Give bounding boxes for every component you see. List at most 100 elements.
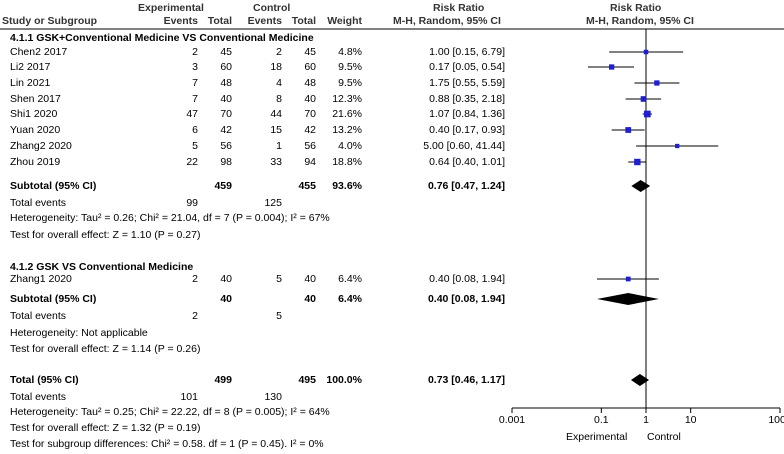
study-weight: 18.8% (332, 156, 362, 168)
study-events1: 3 (192, 61, 198, 73)
events2-column-header: Events (247, 15, 282, 27)
study-events2: 1 (276, 140, 282, 152)
study-total1: 56 (220, 140, 232, 152)
overall-weight: 100.0% (326, 374, 362, 386)
study-point-square (643, 110, 651, 118)
favours-control-label: Control (647, 431, 681, 443)
study-point-square (640, 96, 647, 102)
study-point-square (625, 276, 631, 282)
study-name: Yuan 2020 (10, 124, 61, 136)
study-total2: 70 (304, 108, 316, 120)
study-events1: 2 (192, 46, 198, 58)
study-column-header: Study or Subgroup (2, 15, 98, 27)
study-ci: 1.75 [0.55, 5.59] (429, 77, 505, 89)
study-point-square (643, 49, 649, 55)
subgroup-differences: Test for subgroup differences: Chi² = 0.… (10, 438, 324, 450)
study-point-square (625, 127, 632, 133)
overall-label: Total (95% CI) (10, 374, 79, 386)
study-total2: 60 (304, 61, 316, 73)
study-point-square (608, 64, 615, 70)
subgroup1-title: 4.1.1 GSK+Conventional Medicine VS Conve… (10, 32, 314, 44)
subgroup2-events1: 2 (192, 310, 198, 322)
study-ci: 0.64 [0.40, 1.01] (429, 156, 505, 168)
overall-effect: Test for overall effect: Z = 1.32 (P = 0… (10, 422, 201, 434)
overall-total1: 499 (214, 374, 232, 386)
subgroup2-title: 4.1.2 GSK VS Conventional Medicine (10, 261, 194, 273)
study-total2: 94 (304, 156, 316, 168)
study-events1: 22 (186, 156, 198, 168)
subgroup1-subtotal-total2: 455 (298, 180, 316, 192)
risk-ratio-header: Risk Ratio (433, 2, 485, 14)
study-total1: 60 (220, 61, 232, 73)
overall-diamond (630, 374, 650, 386)
study-name: Chen2 2017 (10, 46, 68, 58)
study-ci: 0.88 [0.35, 2.18] (429, 93, 505, 105)
study-events2: 44 (270, 108, 282, 120)
subgroup1-subtotal-weight: 93.6% (332, 180, 362, 192)
study-events1: 6 (192, 124, 198, 136)
overall-total-events-label: Total events (10, 391, 67, 403)
study-total2: 56 (304, 140, 316, 152)
study-point-square (634, 158, 641, 166)
x-tick-label: 0.001 (498, 414, 526, 426)
subtotal-diamond (631, 180, 651, 192)
subgroup1-heterogeneity: Heterogeneity: Tau² = 0.26; Chi² = 21.04… (10, 212, 330, 224)
study-weight: 9.5% (338, 77, 362, 89)
method-column-header: M-H, Random, 95% CI (393, 15, 501, 27)
subgroup2-total-events-label: Total events (10, 310, 67, 322)
subgroup2-events2: 5 (276, 310, 282, 322)
study-events2: 8 (276, 93, 282, 105)
study-events1: 7 (192, 93, 198, 105)
x-tick-label: 1000 (768, 414, 784, 426)
study-weight: 9.5% (338, 61, 362, 73)
x-tick-label: 10 (684, 414, 697, 426)
subgroup1-subtotal-total1: 459 (214, 180, 232, 192)
favours-experimental-label: Experimental (566, 431, 628, 443)
subgroup1-total-events-label: Total events (10, 197, 67, 209)
study-events2: 15 (270, 124, 282, 136)
x-tick-label: 1 (643, 414, 649, 426)
overall-heterogeneity: Heterogeneity: Tau² = 0.25; Chi² = 22.22… (10, 406, 330, 418)
study-weight: 4.0% (338, 140, 362, 152)
study-total1: 40 (220, 93, 232, 105)
study-events2: 33 (270, 156, 282, 168)
experimental-group-header: Experimental (138, 2, 204, 14)
weight-column-header: Weight (327, 15, 362, 27)
overall-events2: 130 (264, 391, 282, 403)
study-events2: 18 (270, 61, 282, 73)
study-total1: 45 (220, 46, 232, 58)
study-name: Li2 2017 (10, 61, 51, 73)
subtotal-diamond (597, 293, 659, 305)
study-ci: 0.40 [0.17, 0.93] (429, 124, 505, 136)
subgroup1-subtotal-label: Subtotal (95% CI) (10, 180, 97, 192)
subgroup1-events1: 99 (186, 197, 198, 209)
study-weight: 12.3% (332, 93, 362, 105)
overall-total2: 495 (298, 374, 316, 386)
study-events1: 47 (186, 108, 198, 120)
subgroup1-events2: 125 (264, 197, 282, 209)
study-name: Zhou 2019 (10, 156, 61, 168)
overall-ci: 0.73 [0.46, 1.17] (427, 374, 505, 386)
study-name: Lin 2021 (10, 77, 51, 89)
study-events1: 5 (192, 140, 198, 152)
study-total2: 45 (304, 46, 316, 58)
total1-column-header: Total (207, 15, 232, 27)
study-events1: 2 (192, 273, 198, 285)
subgroup2-overall-effect: Test for overall effect: Z = 1.14 (P = 0… (10, 343, 201, 355)
total2-column-header: Total (291, 15, 316, 27)
study-ci: 1.07 [0.84, 1.36] (429, 108, 505, 120)
study-ci: 1.00 [0.15, 6.79] (429, 46, 505, 58)
subgroup2-subtotal-weight: 6.4% (338, 293, 362, 305)
subgroup2-subtotal-ci: 0.40 [0.08, 1.94] (427, 293, 505, 305)
subgroup1-subtotal-ci: 0.76 [0.47, 1.24] (427, 180, 505, 192)
study-weight: 13.2% (332, 124, 362, 136)
events1-column-header: Events (163, 15, 198, 27)
study-point-square (654, 80, 660, 86)
plot-method-header: M-H, Random, 95% CI (586, 15, 694, 27)
study-point-square (675, 143, 680, 149)
subgroup2-subtotal-label: Subtotal (95% CI) (10, 293, 97, 305)
study-total2: 42 (304, 124, 316, 136)
study-total2: 40 (304, 93, 316, 105)
subgroup2-heterogeneity: Heterogeneity: Not applicable (10, 327, 148, 339)
